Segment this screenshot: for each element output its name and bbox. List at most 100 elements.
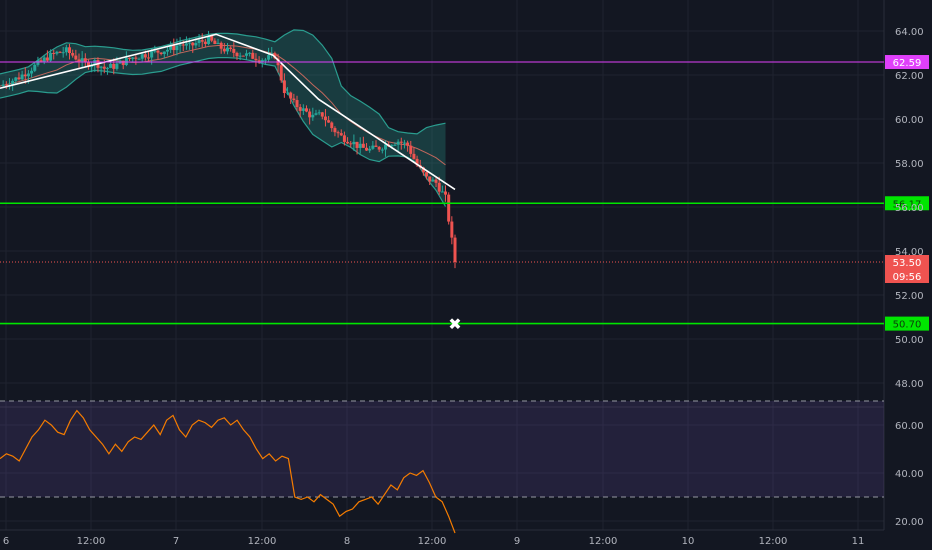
candle-body: [244, 53, 248, 56]
support-level-upper-tag: [885, 196, 929, 211]
candle-body: [140, 54, 144, 59]
horizontal-levels[interactable]: 62.59 56.17 50.70 53.50 09:56 ✖: [0, 55, 929, 334]
candle-body: [61, 52, 65, 54]
candle-body: [267, 55, 271, 60]
candle-body: [181, 44, 185, 46]
candle-body: [314, 113, 318, 115]
candle-body: [83, 58, 87, 63]
x-tick-label: 7: [173, 536, 179, 547]
last-price-tag: [885, 255, 929, 283]
candle-body: [39, 60, 43, 62]
candle-body: [377, 146, 381, 150]
candle-body: [428, 176, 432, 182]
candle-body: [99, 66, 103, 68]
x-tick-label: 12:00: [418, 536, 447, 547]
candle-body: [102, 66, 106, 69]
candle-body: [402, 142, 406, 144]
candle-body: [45, 57, 49, 61]
candle-body: [210, 36, 214, 41]
candle-body: [20, 74, 24, 80]
x-tick-label: 11: [852, 536, 865, 547]
candle-body: [286, 92, 290, 94]
y-tick-label: 50.00: [895, 335, 924, 346]
candle-body: [311, 114, 315, 118]
candle-body: [42, 57, 46, 62]
candle-body: [248, 52, 252, 54]
y-tick-label: 64.00: [895, 27, 924, 38]
candle-body: [197, 40, 201, 44]
y-tick-label: 62.00: [895, 71, 924, 82]
candle-body: [349, 143, 353, 145]
resistance-level-label: 62.59: [893, 58, 922, 69]
candle-body: [380, 149, 384, 151]
candle-body: [393, 144, 397, 146]
candle-body: [184, 43, 188, 46]
candle-body: [383, 144, 387, 150]
candle-body: [241, 55, 245, 57]
candle-body: [320, 112, 324, 117]
candle-body: [421, 167, 425, 173]
oscillator-band-fill: [0, 401, 884, 497]
support-level-upper-label: 56.17: [893, 199, 922, 210]
candle-body: [4, 84, 8, 86]
support-level-lower-label: 50.70: [893, 320, 922, 331]
candle-body: [333, 128, 337, 133]
candle-body: [368, 148, 372, 151]
candle-body: [409, 145, 413, 154]
candle-body: [36, 60, 40, 65]
candle-body: [374, 145, 378, 147]
candle-body: [1, 84, 5, 86]
y-tick-label: 58.00: [895, 159, 924, 170]
candle-body: [64, 47, 68, 53]
candle-body: [298, 107, 302, 111]
pattern-drawing[interactable]: [0, 33, 456, 191]
x-tick-label: 9: [514, 536, 520, 547]
candle-body: [159, 52, 163, 55]
candle-body: [440, 191, 444, 193]
candle-body: [134, 57, 138, 59]
candle-body: [434, 179, 438, 183]
candle-body: [260, 60, 264, 62]
candle-body: [23, 74, 27, 77]
candle-body: [80, 58, 84, 62]
candle-body: [323, 116, 327, 121]
candle-body: [251, 52, 255, 59]
candle-body: [273, 53, 277, 59]
resistance-level-tag: [885, 55, 929, 70]
candle-body: [352, 141, 356, 145]
candle-body: [339, 133, 343, 136]
candle-body: [238, 55, 242, 57]
oscillator-line: [0, 409, 456, 534]
target-marker: ✖: [448, 315, 461, 334]
candle-body: [178, 44, 182, 46]
candle-body: [194, 43, 198, 46]
candle-body: [147, 57, 151, 59]
candle-body: [371, 145, 375, 149]
candle-body: [77, 59, 81, 62]
candle-body: [301, 108, 305, 111]
candle-body: [229, 47, 233, 49]
candle-body: [399, 141, 403, 143]
candle-body: [444, 191, 448, 195]
osc-y-tick-label: 60.00: [895, 421, 924, 432]
bollinger-upper-line: [0, 29, 446, 135]
y-tick-label: 54.00: [895, 247, 924, 258]
candle-body: [11, 80, 15, 85]
candle-body: [115, 63, 119, 69]
candle-body: [282, 80, 286, 94]
candle-body: [58, 51, 62, 53]
candle-body: [355, 141, 359, 148]
candle-body: [213, 40, 217, 44]
candle-body: [200, 40, 204, 42]
candle-body: [188, 42, 192, 44]
candle-body: [450, 221, 454, 238]
candle-body: [105, 67, 109, 69]
osc-y-tick-label: 40.00: [895, 469, 924, 480]
pattern-line: [0, 33, 456, 191]
candle-body: [86, 62, 90, 67]
candle-body: [68, 47, 72, 54]
candle-body: [128, 57, 132, 59]
